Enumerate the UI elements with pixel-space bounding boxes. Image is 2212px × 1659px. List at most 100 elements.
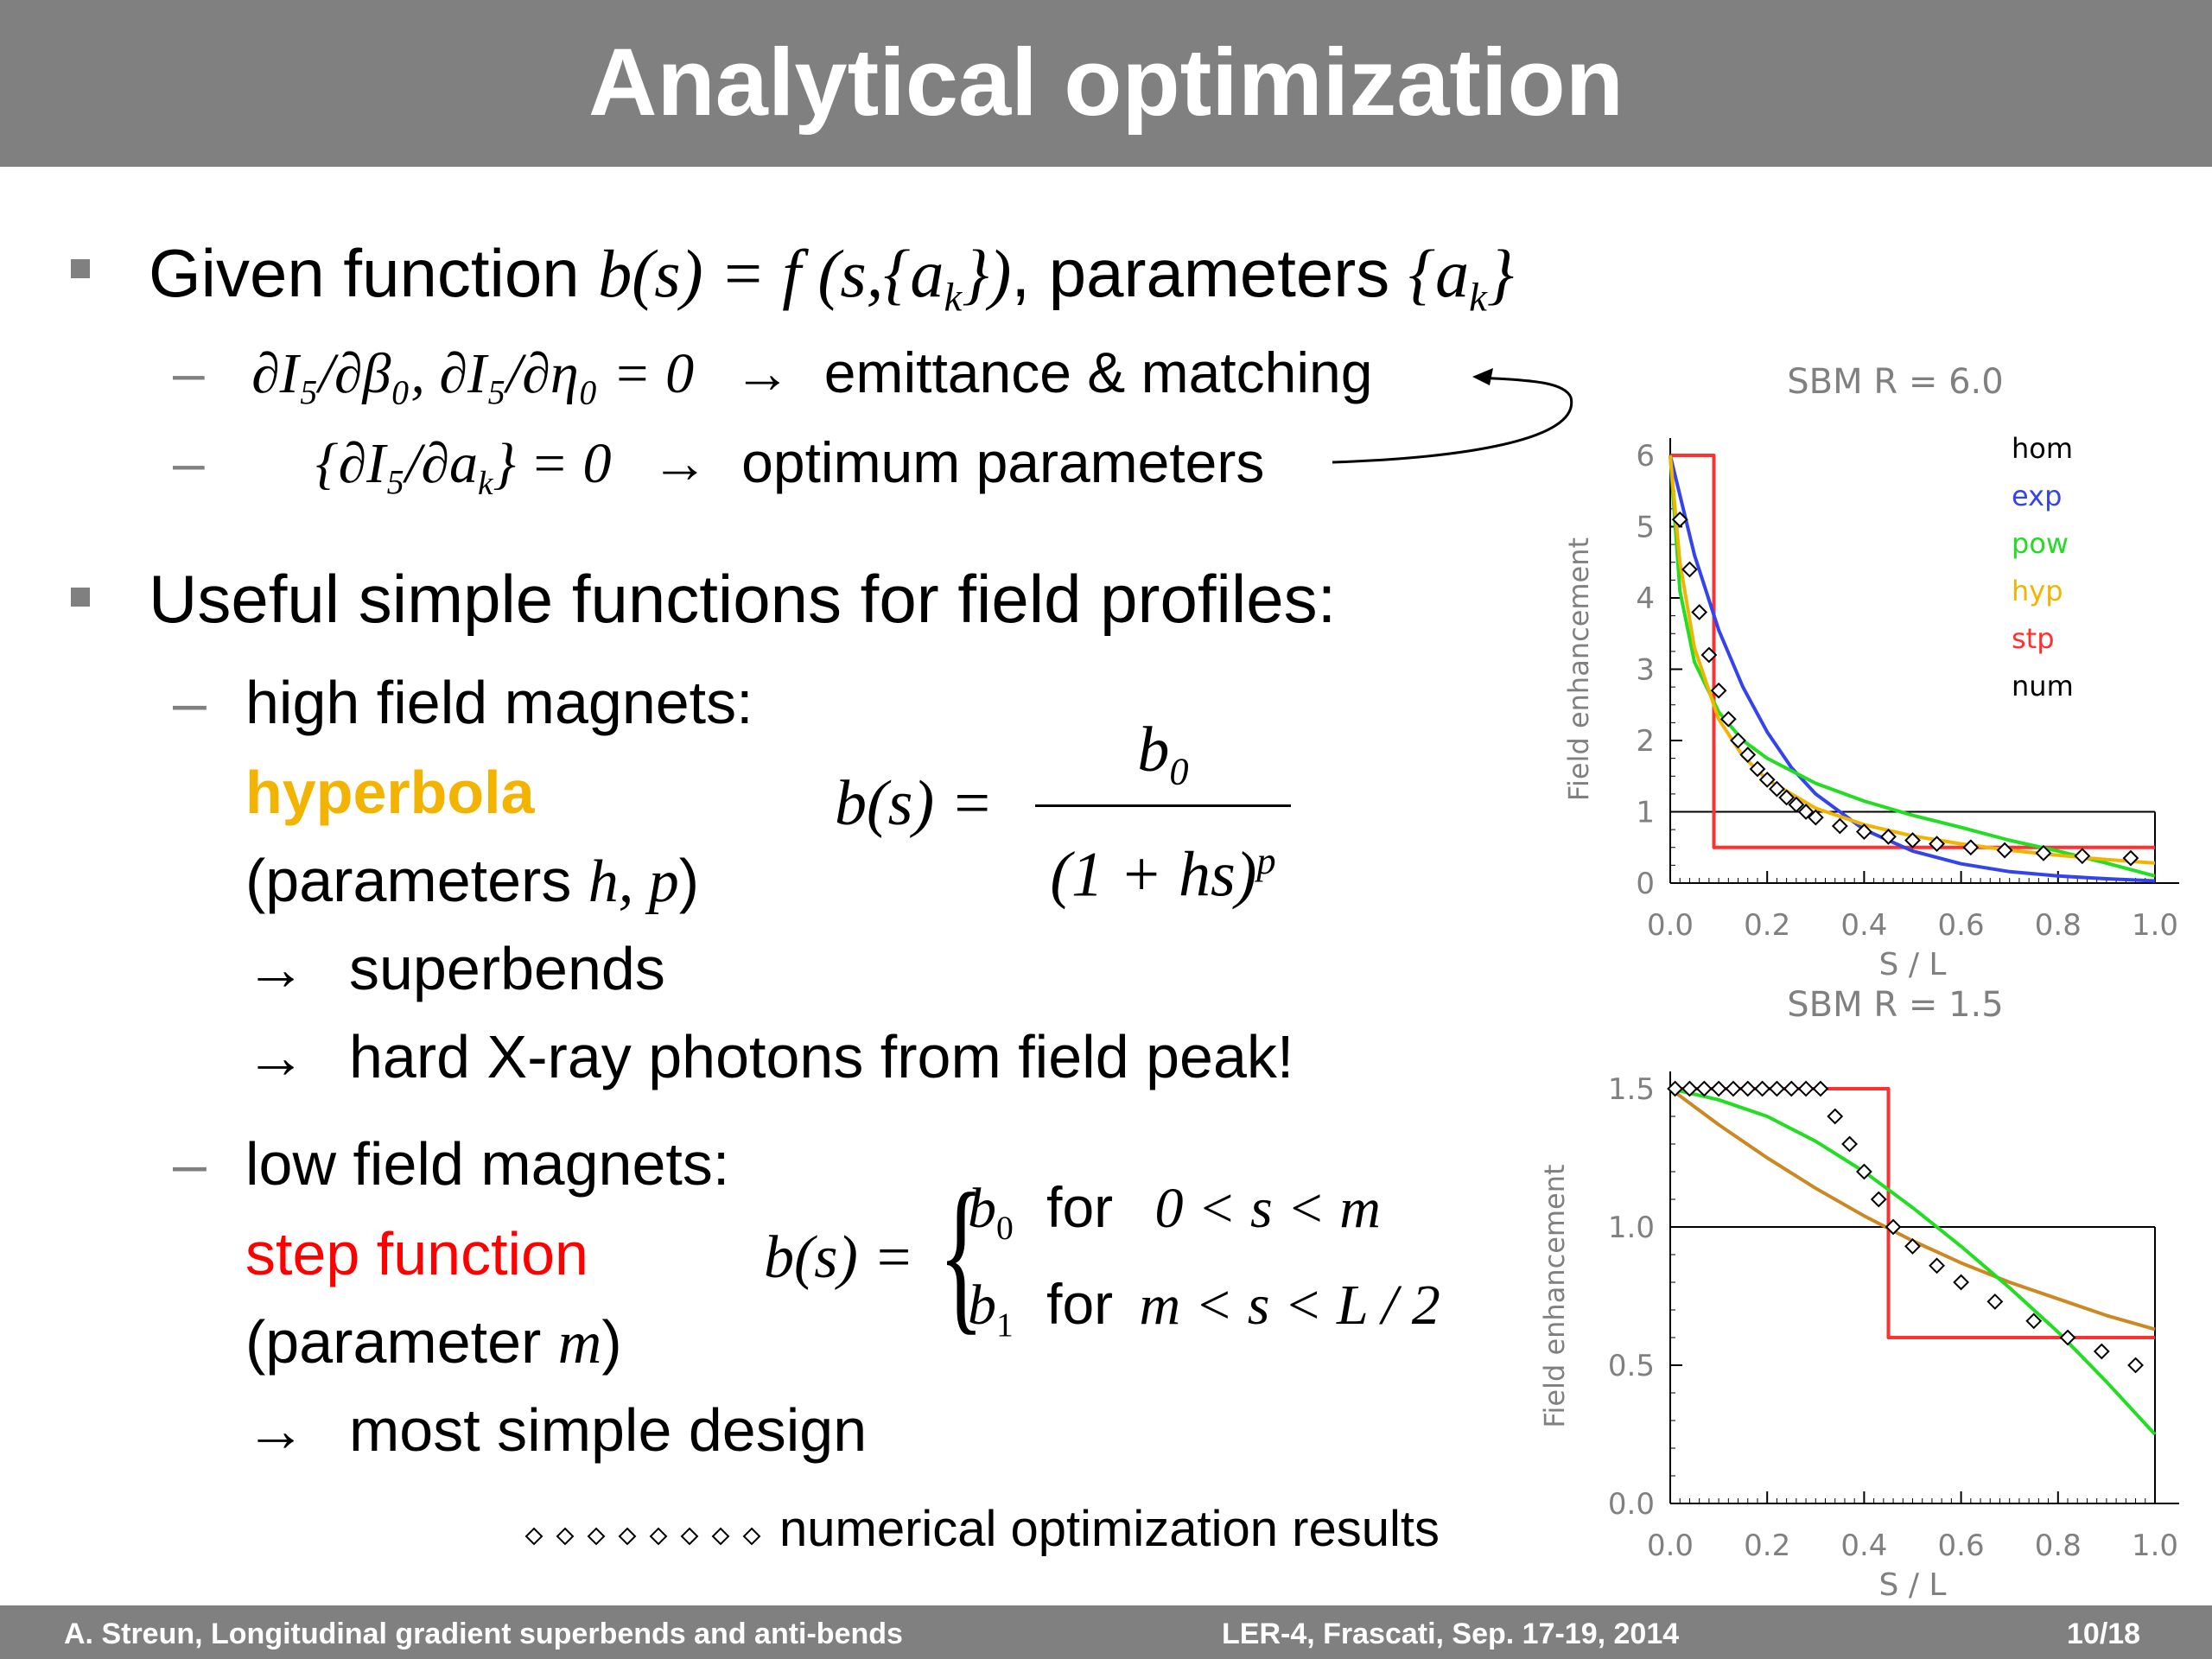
- low-field-label: low field magnets:: [245, 1130, 730, 1198]
- num-data-point: [1739, 747, 1757, 763]
- y-tick-label: 6: [1636, 439, 1655, 474]
- arrow: →: [734, 342, 791, 405]
- num-data-point: [1986, 1293, 2004, 1310]
- num-data-point: [1710, 1080, 1727, 1097]
- num-data-point: [1788, 796, 1805, 813]
- diamond-marker: [524, 1527, 543, 1546]
- step-params: (parameter m): [245, 1308, 622, 1376]
- arrow: →: [651, 432, 709, 495]
- superbends-line: → superbends: [245, 935, 665, 1003]
- y-tick-label: 4: [1636, 582, 1655, 616]
- num-data-point: [1855, 823, 1872, 841]
- legend-num: num: [2012, 670, 2074, 702]
- x-tick-label: 0.2: [1744, 1529, 1790, 1563]
- x-axis-label: S / L: [1879, 947, 1947, 982]
- step-formula-lhs: b(s) =: [764, 1224, 914, 1291]
- x-tick-label: 0.6: [1938, 1529, 1985, 1563]
- hyperbola-label: hyperbola: [245, 759, 535, 826]
- diamond-marker: [649, 1527, 668, 1546]
- num-data-point: [1700, 646, 1718, 664]
- diamond-marker: [556, 1527, 575, 1546]
- num-data-point: [1719, 710, 1737, 728]
- legend-exp: exp: [2012, 480, 2062, 512]
- arrow: →: [245, 1398, 306, 1465]
- simple-design-line: → most simple design: [245, 1396, 868, 1465]
- num-data-point: [1812, 1080, 1829, 1097]
- y-tick-label: 1.5: [1608, 1072, 1655, 1107]
- num-data-point: [1855, 1163, 1872, 1180]
- slide-title: Analytical optimization: [588, 29, 1624, 136]
- diamond-marker: [742, 1527, 761, 1546]
- x-axis-label: S / L: [1879, 1567, 1947, 1603]
- diamond-marker: [587, 1527, 606, 1546]
- bullet1-text: Given function: [149, 235, 599, 311]
- legend-hyp: hyp: [2012, 575, 2063, 607]
- sub1-line: – ∂I₅/∂β₀, ∂I₅/∂η₀ = 0 → emittance & mat…: [173, 339, 1372, 408]
- num-data-point: [1691, 604, 1708, 620]
- num-data-point: [1710, 682, 1727, 699]
- series-exp-line: [1669, 454, 2156, 883]
- num-data-point: [2122, 849, 2139, 867]
- legend-hom: hom: [2012, 432, 2073, 465]
- bullet-marker: [71, 259, 90, 278]
- num-data-point: [1880, 828, 1897, 845]
- arrow: →: [245, 937, 306, 1003]
- diamond-marker: [680, 1527, 699, 1546]
- y-tick-label: 1: [1636, 796, 1655, 830]
- y-tick-label: 2: [1636, 724, 1655, 759]
- sub1-text: emittance & matching: [823, 340, 1373, 404]
- series-stp-line: [1670, 454, 2155, 849]
- bullet1-formula: b(s) = f (s,{ak}): [598, 236, 1012, 321]
- num-data-point: [1778, 789, 1796, 806]
- chart-title: SBM R = 6.0: [1787, 362, 2003, 402]
- bullet1-line: Given function b(s) = f (s,{ak}), parame…: [149, 234, 1514, 336]
- num-data-point: [1904, 1237, 1921, 1255]
- num-data-point: [2074, 848, 2091, 865]
- sub2-formula: {∂I₅/∂ak} = 0: [315, 432, 612, 502]
- num-data-point: [1797, 804, 1815, 820]
- num-data-point: [1695, 1080, 1713, 1097]
- hyperbola-formula-lhs: b(s) =: [835, 768, 994, 839]
- x-tick-label: 0.8: [2035, 908, 2082, 943]
- x-tick-label: 0.8: [2035, 1529, 2082, 1563]
- fraction-bar: [1035, 804, 1291, 807]
- legend-stp: stp: [2012, 622, 2055, 655]
- dash-marker: –: [173, 430, 205, 494]
- x-tick-label: 0.4: [1840, 908, 1887, 943]
- page-number: 10/18: [2067, 1618, 2141, 1650]
- legend-pow: pow: [2012, 527, 2069, 560]
- num-data-point: [2059, 1329, 2076, 1346]
- footer-author: A. Streun, Longitudinal gradient superbe…: [64, 1618, 903, 1650]
- series-hyp-line: [1669, 454, 2156, 865]
- chart-sbm-r1-5: SBM R = 1.5 0.0 0.2 0.4 0.6 0.8 1.0 0.0 0.5 1.0 1.…: [1538, 985, 2179, 1603]
- num-data-point: [1667, 1080, 1684, 1097]
- hyperbola-formula-numerator: b0: [1137, 715, 1189, 793]
- num-data-point: [1783, 1080, 1800, 1097]
- dash-marker: –: [173, 669, 207, 736]
- num-data-point: [1807, 809, 1824, 826]
- dash-marker: –: [173, 340, 205, 404]
- chart-title: SBM R = 1.5: [1787, 985, 2003, 1025]
- title-bar: Analytical optimization: [0, 0, 2212, 167]
- series-pow-line: [1669, 1087, 2157, 1436]
- num-data-point: [1739, 1080, 1757, 1097]
- bullet1-text-params: , parameters: [1011, 235, 1408, 311]
- num-data-point: [1929, 1257, 1945, 1274]
- num-data-point: [1769, 1080, 1785, 1097]
- num-data-point: [1870, 1191, 1887, 1208]
- num-data-point: [1754, 1080, 1771, 1097]
- series-stp-line: [1670, 1087, 2155, 1339]
- numerical-note: numerical optimization results: [779, 1501, 1440, 1557]
- y-tick-label: 3: [1636, 653, 1655, 688]
- x-tick-label: 0.0: [1647, 1529, 1694, 1563]
- x-tick-label: 0.0: [1647, 908, 1694, 943]
- num-data-point: [1885, 1218, 1902, 1236]
- num-data-point: [1929, 836, 1945, 853]
- x-tick-label: 1.0: [2132, 908, 2178, 943]
- arrow: →: [245, 1025, 306, 1091]
- num-data-point: [1730, 732, 1746, 749]
- num-data-point: [1758, 771, 1776, 788]
- num-data-point: [1953, 1274, 1970, 1291]
- x-tick-label: 0.2: [1744, 908, 1790, 943]
